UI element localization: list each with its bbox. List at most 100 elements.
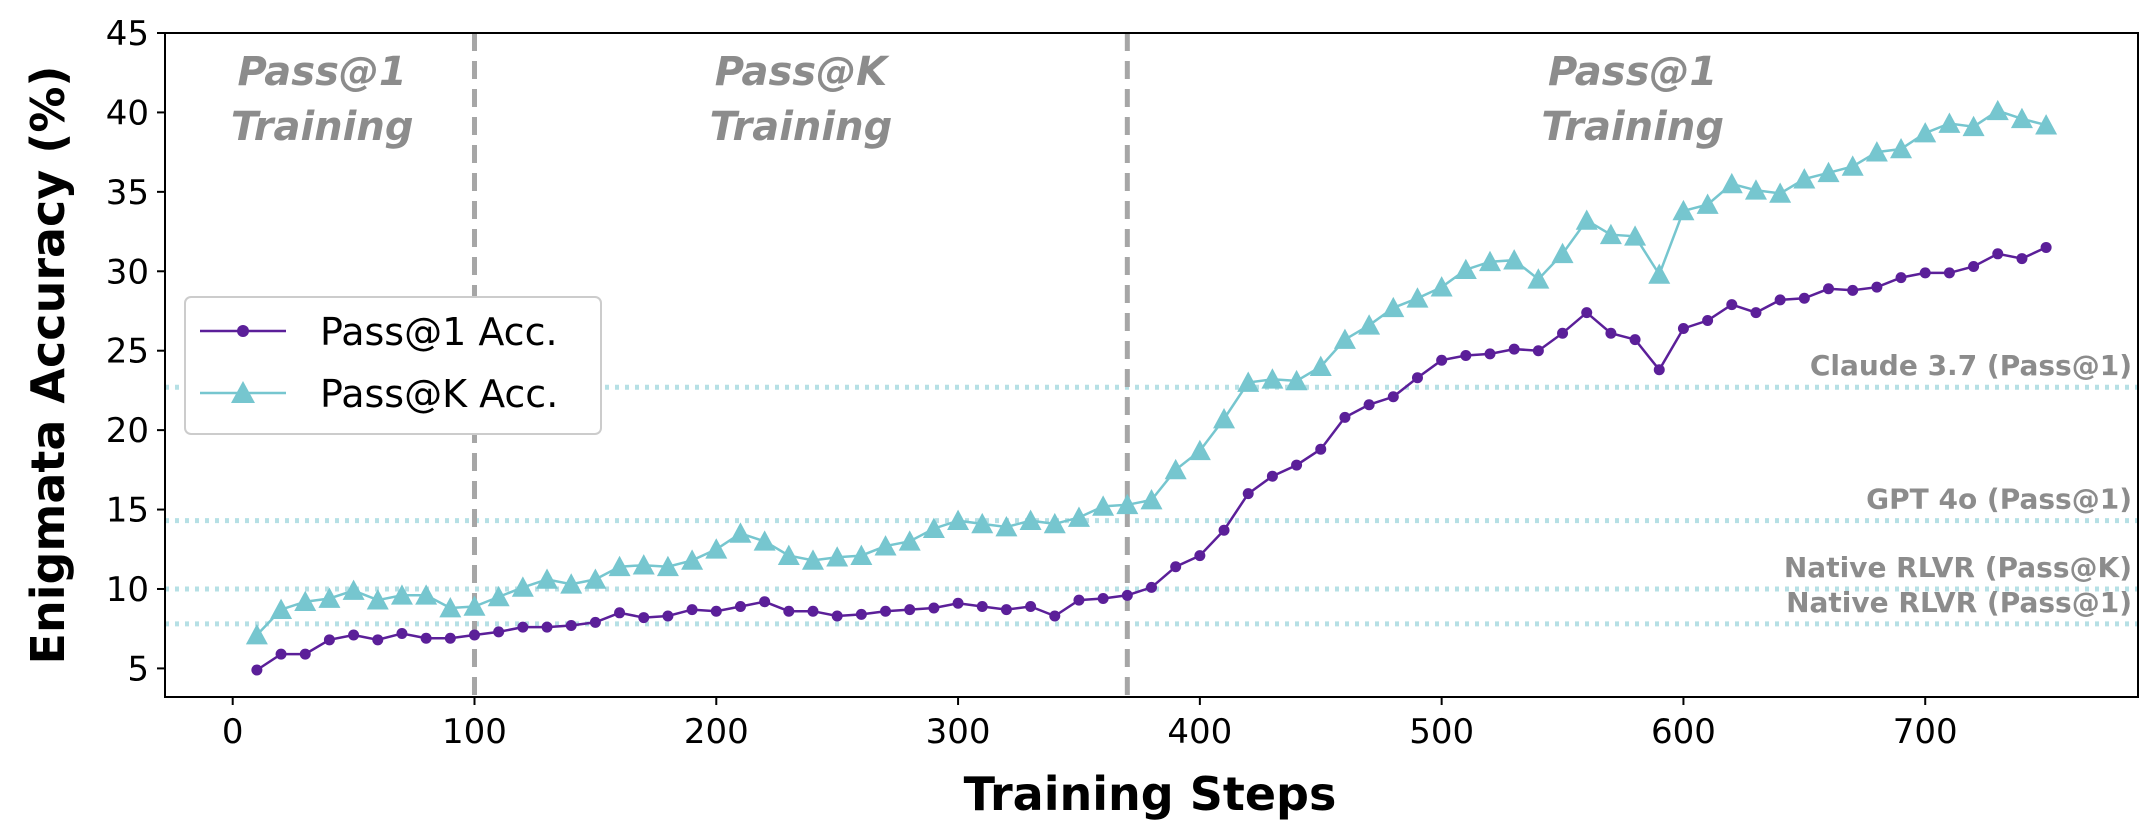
data-point xyxy=(1339,411,1351,423)
data-series xyxy=(245,99,2058,676)
data-point xyxy=(1653,364,1665,376)
data-point xyxy=(1121,589,1133,601)
data-point xyxy=(1436,354,1448,366)
data-point xyxy=(1648,263,1671,284)
data-point xyxy=(493,626,505,638)
data-point xyxy=(1291,459,1303,471)
data-point xyxy=(1677,322,1689,334)
data-point xyxy=(439,597,462,618)
data-point xyxy=(1871,281,1883,293)
plot-frame xyxy=(164,32,2139,698)
data-point xyxy=(976,600,988,612)
data-point xyxy=(1406,287,1429,308)
data-point xyxy=(348,629,360,641)
data-point xyxy=(1943,267,1955,279)
data-point xyxy=(971,512,994,534)
data-point xyxy=(1895,272,1907,284)
reference-labels: Claude 3.7 (Pass@1) GPT 4o (Pass@1) Native… xyxy=(1784,349,2132,619)
data-point xyxy=(251,664,263,676)
data-point xyxy=(1581,307,1593,319)
data-point xyxy=(928,602,940,614)
phase-label-line2: Training xyxy=(231,104,414,150)
legend: Pass@1 Acc. Pass@K Acc. xyxy=(184,296,602,435)
y-axis-ticks: 5 10 15 20 25 30 35 40 45 xyxy=(106,14,165,689)
data-point xyxy=(826,546,849,567)
data-point xyxy=(632,554,655,575)
data-point xyxy=(1914,122,1937,143)
data-point xyxy=(536,568,559,589)
y-tick-label: 45 xyxy=(106,14,149,54)
data-point xyxy=(1793,168,1816,189)
data-point xyxy=(681,549,704,570)
data-point xyxy=(245,624,268,645)
x-tick-label: 300 xyxy=(926,712,991,752)
data-point xyxy=(1043,512,1066,534)
data-point xyxy=(1919,267,1931,279)
data-point xyxy=(415,584,438,605)
legend-passk-label: Pass@K Acc. xyxy=(320,372,558,416)
data-point xyxy=(1484,348,1496,360)
data-point xyxy=(1146,581,1157,593)
data-point xyxy=(1479,250,1502,272)
data-point xyxy=(807,605,819,617)
data-point xyxy=(1774,294,1786,306)
data-point xyxy=(1213,408,1236,429)
data-point xyxy=(801,549,824,570)
data-point xyxy=(1968,261,1980,273)
data-point xyxy=(270,598,293,619)
data-point xyxy=(468,629,480,641)
phase-label-line1: Pass@K xyxy=(715,49,890,95)
x-axis-title: Training Steps xyxy=(964,767,1337,821)
reference-label: Claude 3.7 (Pass@1) xyxy=(1810,349,2132,382)
data-point xyxy=(275,648,287,660)
data-point xyxy=(710,605,722,617)
data-point xyxy=(1460,349,1472,361)
data-point xyxy=(705,538,728,559)
data-point xyxy=(390,584,413,605)
data-point xyxy=(753,530,776,551)
data-point xyxy=(1624,225,1647,246)
data-point xyxy=(487,585,510,607)
data-point xyxy=(1890,137,1913,159)
phase-label-line2: Training xyxy=(1541,104,1724,150)
data-point xyxy=(1411,372,1423,384)
data-point xyxy=(1629,334,1641,346)
legend-box xyxy=(184,296,602,435)
data-point xyxy=(1798,292,1810,304)
data-point xyxy=(1532,345,1544,357)
y-tick-label: 20 xyxy=(106,411,149,451)
data-point xyxy=(662,610,674,622)
data-point xyxy=(1000,604,1012,616)
data-point xyxy=(1817,161,1840,183)
data-point xyxy=(1049,610,1061,622)
data-point xyxy=(614,607,626,619)
data-point xyxy=(1696,193,1719,214)
data-point xyxy=(922,517,945,538)
x-tick-label: 600 xyxy=(1651,712,1716,752)
reference-label: GPT 4o (Pass@1) xyxy=(1866,483,2132,516)
legend-pass1-marker xyxy=(237,325,249,337)
y-tick-label: 10 xyxy=(106,570,149,610)
y-tick-label: 25 xyxy=(106,332,149,372)
data-point xyxy=(1672,199,1695,221)
phase-label-line1: Pass@1 xyxy=(1548,49,1717,95)
data-point xyxy=(1382,296,1405,318)
data-point xyxy=(1097,593,1109,605)
data-point xyxy=(1067,506,1090,527)
data-point xyxy=(1557,327,1569,339)
data-point xyxy=(1333,328,1356,349)
data-point xyxy=(898,530,921,551)
data-point xyxy=(565,620,577,632)
data-point xyxy=(734,600,746,612)
data-point xyxy=(1750,307,1762,319)
x-tick-label: 400 xyxy=(1167,712,1232,752)
data-point xyxy=(1527,268,1550,289)
data-point xyxy=(2035,114,2058,135)
data-point xyxy=(874,535,897,556)
y-axis-title: Enigmata Accuracy (%) xyxy=(21,66,75,665)
data-point xyxy=(1769,182,1792,203)
data-point xyxy=(1508,343,1520,355)
data-point xyxy=(444,632,456,644)
data-point xyxy=(2040,241,2052,253)
